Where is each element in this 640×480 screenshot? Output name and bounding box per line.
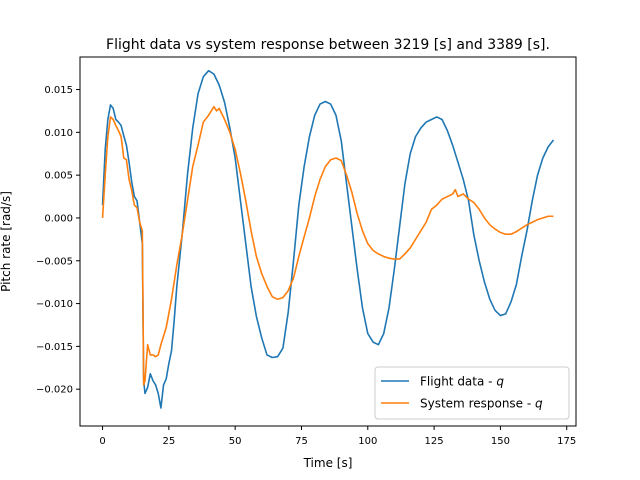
legend-label-0: Flight data - q (420, 375, 504, 389)
series-line-1 (101, 105, 554, 386)
chart-title: Flight data vs system response between 3… (106, 37, 550, 53)
x-tick-label: 50 (229, 436, 242, 447)
y-tick-label: 0.010 (44, 128, 73, 139)
y-axis: −0.020 −0.015 −0.010 −0.005 0.000 0.005 0.010 0… (36, 85, 80, 396)
y-tick-label: −0.010 (36, 299, 73, 310)
x-axis-label: Time [s] (303, 456, 353, 470)
series-line-0 (101, 69, 555, 409)
y-tick-label: −0.020 (36, 385, 73, 396)
y-tick-label: 0.005 (44, 171, 73, 182)
x-axis: 0 25 50 75 100 125 150 175 (99, 426, 576, 447)
legend-label-1: System response - q (420, 397, 543, 411)
legend-box (374, 366, 570, 420)
plot-background (80, 57, 576, 426)
legend: Flight data - q System response - q (374, 366, 570, 420)
y-tick-label: 0.015 (44, 85, 73, 96)
x-tick-label: 150 (491, 436, 510, 447)
y-tick-label: −0.005 (36, 256, 73, 267)
x-tick-label: 75 (295, 436, 308, 447)
y-tick-label: 0.000 (44, 213, 73, 224)
x-tick-label: 25 (162, 436, 175, 447)
plot-area (80, 57, 576, 426)
plot-frame (79, 56, 577, 427)
y-axis-label: Pitch rate [rad/s] (0, 191, 13, 292)
x-tick-label: 125 (425, 436, 444, 447)
series-layer (101, 69, 555, 409)
y-tick-label: −0.015 (36, 342, 73, 353)
x-tick-label: 100 (358, 436, 377, 447)
x-tick-label: 0 (99, 436, 105, 447)
x-tick-label: 175 (557, 436, 576, 447)
